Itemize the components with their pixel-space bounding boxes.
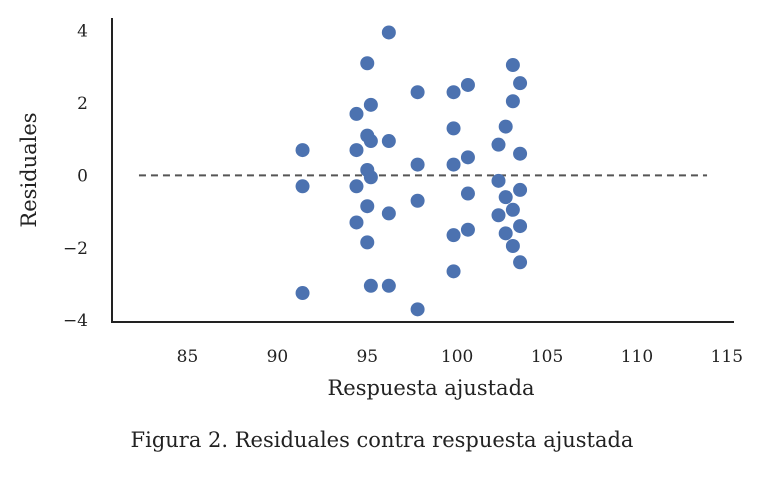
data-point <box>381 25 396 40</box>
data-point <box>363 170 378 185</box>
data-point <box>505 239 520 253</box>
data-point <box>381 278 396 293</box>
data-point <box>360 235 375 250</box>
data-point <box>513 182 528 197</box>
x-tick-label: 115 <box>711 347 743 367</box>
data-point <box>505 94 520 109</box>
data-point <box>349 215 364 230</box>
data-point <box>446 228 461 243</box>
data-point <box>513 255 528 270</box>
x-tick-label: 90 <box>267 347 289 367</box>
data-point <box>460 186 475 201</box>
data-point <box>349 143 364 158</box>
data-point <box>295 179 310 194</box>
data-point <box>363 278 378 293</box>
x-ticks: 85 90 95 100 105 110 115 <box>177 347 743 367</box>
data-point <box>498 119 513 134</box>
data-point <box>513 219 528 234</box>
scatter-plot: 85 90 95 100 105 110 115 −4 −2 0 2 4 Respuesta aju… <box>17 18 743 400</box>
x-axis-title: Respuesta ajustada <box>327 376 534 400</box>
data-point <box>505 202 520 217</box>
data-point <box>295 143 310 158</box>
data-point <box>513 146 528 161</box>
data-point <box>498 190 513 205</box>
data-point <box>446 121 461 136</box>
data-point <box>513 76 528 91</box>
axes <box>111 18 734 323</box>
data-point <box>349 179 364 194</box>
data-point <box>460 222 475 237</box>
data-point <box>446 85 461 100</box>
y-tick-label: −2 <box>63 239 88 259</box>
data-point <box>295 286 310 301</box>
y-tick-label: 2 <box>77 94 88 114</box>
data-point <box>381 206 396 221</box>
data-point <box>446 157 461 172</box>
x-tick-label: 105 <box>531 347 563 367</box>
data-points <box>295 25 528 317</box>
data-point <box>498 226 513 241</box>
data-point <box>410 302 425 317</box>
data-point <box>410 85 425 100</box>
y-tick-label: −4 <box>63 311 88 331</box>
x-tick-label: 110 <box>621 347 653 367</box>
y-tick-label: 4 <box>77 22 88 42</box>
data-point <box>349 106 364 121</box>
x-tick-label: 85 <box>177 347 199 367</box>
y-axis-title: Residuales <box>17 112 41 227</box>
data-point <box>446 264 461 279</box>
data-point <box>491 173 506 188</box>
data-point <box>460 150 475 165</box>
data-point <box>360 56 375 71</box>
data-point <box>410 157 425 172</box>
y-ticks: −4 −2 0 2 4 <box>63 22 88 332</box>
data-point <box>381 134 396 149</box>
data-point <box>363 97 378 112</box>
y-tick-label: 0 <box>77 166 88 186</box>
figure-caption: Figura 2. Residuales contra respuesta aj… <box>130 428 634 452</box>
data-point <box>460 77 475 92</box>
data-point <box>410 193 425 208</box>
data-point <box>491 137 506 152</box>
data-point <box>363 134 378 149</box>
x-tick-label: 95 <box>356 347 378 367</box>
data-point <box>360 199 375 214</box>
data-point <box>505 58 520 73</box>
data-point <box>491 208 506 223</box>
x-tick-label: 100 <box>441 347 473 367</box>
